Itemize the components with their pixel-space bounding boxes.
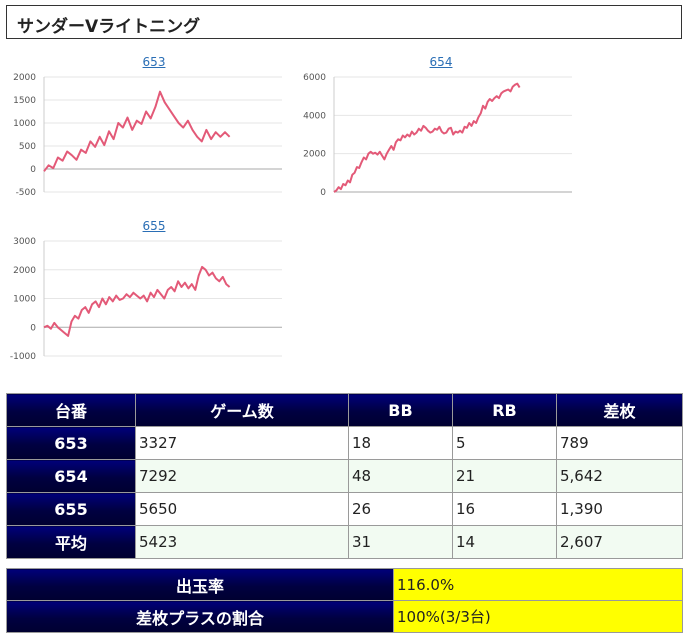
page-title-box: サンダーVライトニング	[6, 5, 682, 39]
payout-rate-label: 出玉率	[6, 568, 394, 601]
y-tick-label: 2000	[303, 150, 326, 160]
series-line	[43, 265, 231, 337]
row-games: 3327	[135, 426, 349, 460]
y-tick-label: 2000	[13, 266, 36, 276]
row-bb: 48	[348, 459, 453, 493]
machine-table: 台番 ゲーム数 BB RB 差枚 653 3327 18 5 789 654 7…	[6, 393, 683, 559]
row-bb: 31	[348, 525, 453, 559]
chart-link-654[interactable]: 654	[429, 55, 453, 69]
row-bb: 26	[348, 492, 453, 526]
row-games: 5650	[135, 492, 349, 526]
series-line	[333, 82, 521, 193]
series-line	[43, 90, 231, 172]
y-tick-label: 2000	[13, 73, 36, 83]
row-rb: 5	[452, 426, 557, 460]
table-header-row: 台番 ゲーム数 BB RB 差枚	[6, 393, 683, 427]
summary-row-plus: 差枚プラスの割合 100%(3/3台)	[6, 600, 683, 633]
row-bb: 18	[348, 426, 453, 460]
y-tick-label: 1000	[13, 119, 36, 129]
row-average-label: 平均	[6, 525, 136, 559]
page-title: サンダーVライトニング	[17, 17, 201, 37]
chart-654: 6000 4000 2000 0	[303, 73, 572, 198]
plus-ratio-value: 100%(3/3台)	[393, 600, 683, 633]
row-rb: 16	[452, 492, 557, 526]
row-diff: 2,607	[556, 525, 683, 559]
header-rb: RB	[452, 393, 557, 427]
y-tick-label: 3000	[13, 237, 36, 247]
y-tick-label: 0	[30, 323, 36, 333]
row-diff: 5,642	[556, 459, 683, 493]
row-machine-no: 655	[6, 492, 136, 526]
summary-row-payout: 出玉率 116.0%	[6, 568, 683, 601]
y-tick-label: 500	[19, 142, 36, 152]
y-tick-label: 4000	[303, 111, 326, 121]
table-row: 654 7292 48 21 5,642	[6, 459, 683, 493]
y-tick-label: -500	[16, 188, 37, 198]
header-machine-no: 台番	[6, 393, 136, 427]
row-games: 7292	[135, 459, 349, 493]
y-tick-label: -1000	[10, 352, 36, 362]
chart-link-655[interactable]: 655	[142, 219, 166, 233]
table-row: 653 3327 18 5 789	[6, 426, 683, 460]
row-diff: 1,390	[556, 492, 683, 526]
row-rb: 14	[452, 525, 557, 559]
y-tick-label: 0	[320, 188, 326, 198]
header-bb: BB	[348, 393, 453, 427]
row-diff: 789	[556, 426, 683, 460]
payout-rate-value: 116.0%	[393, 568, 683, 601]
y-tick-label: 6000	[303, 73, 326, 83]
y-tick-label: 0	[30, 165, 36, 175]
header-diff: 差枚	[556, 393, 683, 427]
row-machine-no: 654	[6, 459, 136, 493]
chart-link-653[interactable]: 653	[142, 55, 166, 69]
y-tick-label: 1000	[13, 295, 36, 305]
row-rb: 21	[452, 459, 557, 493]
plus-ratio-label: 差枚プラスの割合	[6, 600, 394, 633]
header-games: ゲーム数	[135, 393, 349, 427]
chart-655: 3000 2000 1000 0 -1000	[10, 237, 282, 362]
table-row-average: 平均 5423 31 14 2,607	[6, 525, 683, 559]
row-machine-no: 653	[6, 426, 136, 460]
table-row: 655 5650 26 16 1,390	[6, 492, 683, 526]
summary-table: 出玉率 116.0% 差枚プラスの割合 100%(3/3台)	[6, 568, 683, 633]
chart-653: 2000 1500 1000 500 0 -500	[13, 73, 282, 198]
row-games: 5423	[135, 525, 349, 559]
y-tick-label: 1500	[13, 96, 36, 106]
